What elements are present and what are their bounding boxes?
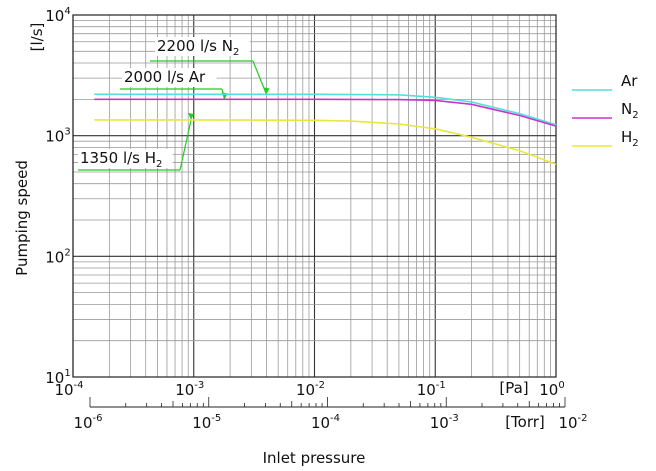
annotation-label: 1350 l/s H2	[80, 149, 162, 170]
annotation-arrowhead	[221, 92, 228, 100]
x-tick-label: 10-3	[175, 380, 204, 399]
y-tick-label: 104	[45, 6, 70, 25]
y-unit-label: [l/s]	[28, 23, 46, 52]
series-line-h	[94, 119, 557, 165]
annotation: 2200 l/s N2	[150, 37, 270, 95]
plot-frame	[72, 14, 557, 378]
annotation: 2000 l/s Ar	[120, 68, 228, 100]
x-tick-label: 10-1	[417, 380, 446, 399]
annotation-leader	[179, 119, 192, 171]
annotation-bg	[122, 68, 217, 87]
x-axis-title: Inlet pressure	[263, 449, 366, 467]
torr-tick-label: 10-5	[192, 413, 221, 432]
torr-axis	[89, 397, 566, 408]
annotation-bg	[78, 149, 173, 168]
x-tick-label: 100	[539, 380, 564, 399]
annotation: 1350 l/s H2	[78, 112, 195, 171]
x-tick-label: 10-2	[296, 380, 325, 399]
x-unit-label: [Pa]	[499, 379, 528, 397]
annotation-label: 2000 l/s Ar	[124, 68, 206, 86]
y-axis-title: Pumping speed	[13, 160, 31, 276]
legend: Ar N2 H2	[572, 72, 639, 149]
x-tick-label: 10-4	[54, 380, 83, 399]
series-line-n	[94, 98, 557, 127]
annotation-arrowhead	[188, 112, 195, 120]
annotation-label: 2200 l/s N2	[157, 37, 239, 58]
y-tick-label: 101	[45, 368, 70, 387]
legend-label: H2	[621, 128, 639, 149]
series-line-ar	[94, 93, 557, 126]
y-tick-label: 103	[45, 127, 70, 146]
torr-tick-label: 10-6	[73, 413, 102, 432]
annotation-arrowhead	[263, 87, 270, 95]
legend-label: N2	[621, 100, 639, 121]
y-tick-label: 102	[45, 247, 70, 266]
torr-tick-label: 10-2	[558, 413, 587, 432]
torr-unit-label: [Torr]	[505, 413, 545, 431]
torr-tick-label: 10-4	[311, 413, 340, 432]
torr-tick-label: 10-3	[430, 413, 459, 432]
legend-label: Ar	[621, 72, 638, 90]
annotation-bg	[155, 37, 250, 56]
